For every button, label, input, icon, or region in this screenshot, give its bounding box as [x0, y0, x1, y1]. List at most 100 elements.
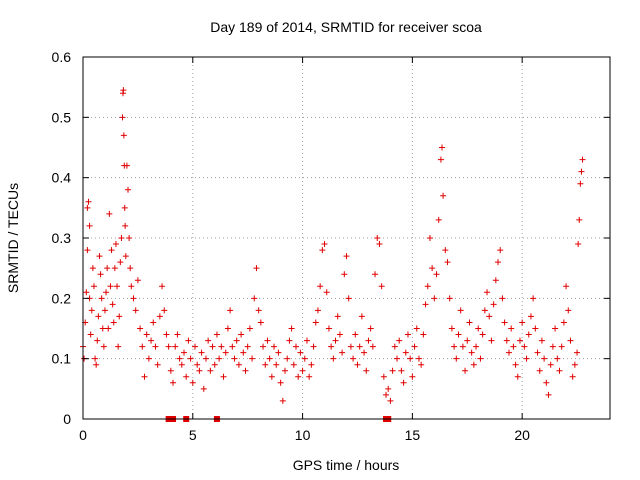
data-point — [277, 379, 284, 386]
data-point — [122, 222, 129, 229]
data-point — [220, 373, 227, 380]
data-point — [244, 343, 251, 350]
x-tick-label: 15 — [405, 427, 421, 443]
data-point — [222, 349, 229, 356]
data-point — [578, 168, 585, 175]
data-point — [354, 361, 361, 368]
data-point — [152, 343, 159, 350]
data-point — [141, 373, 148, 380]
data-point — [213, 331, 220, 338]
data-point — [514, 373, 521, 380]
data-point — [317, 283, 324, 290]
data-point — [187, 355, 194, 362]
data-point — [297, 349, 304, 356]
data-point — [422, 301, 429, 308]
data-point — [325, 325, 332, 332]
data-point — [312, 319, 319, 326]
data-point — [398, 367, 405, 374]
data-point — [116, 313, 123, 320]
data-point — [579, 156, 586, 163]
data-point — [486, 313, 493, 320]
data-point — [200, 385, 207, 392]
data-point — [516, 337, 523, 344]
data-point — [497, 247, 504, 254]
data-point — [101, 307, 108, 314]
data-point — [409, 373, 416, 380]
data-point — [554, 355, 561, 362]
data-point — [330, 355, 337, 362]
data-point — [211, 361, 218, 368]
data-point — [148, 337, 155, 344]
data-point — [299, 367, 306, 374]
data-point — [105, 325, 112, 332]
data-point — [93, 361, 100, 368]
data-point — [111, 265, 118, 272]
data-point — [347, 343, 354, 350]
data-point — [132, 307, 139, 314]
data-point — [121, 204, 128, 211]
data-point — [85, 198, 92, 205]
data-point — [288, 325, 295, 332]
data-point — [108, 247, 115, 254]
data-point — [328, 343, 335, 350]
data-point — [534, 349, 541, 356]
data-point — [253, 265, 260, 272]
data-point — [380, 373, 387, 380]
data-point — [154, 361, 161, 368]
data-point — [457, 307, 464, 314]
data-point — [481, 307, 488, 314]
data-point — [107, 283, 114, 290]
data-point — [196, 367, 203, 374]
data-point — [310, 343, 317, 350]
data-point — [453, 355, 460, 362]
data-point — [433, 271, 440, 278]
data-point — [161, 307, 168, 314]
y-tick-label: 0 — [63, 411, 71, 427]
data-point — [125, 186, 132, 193]
data-point — [143, 331, 150, 338]
data-point — [308, 361, 315, 368]
data-point — [530, 295, 537, 302]
data-point — [181, 349, 188, 356]
data-point — [451, 343, 458, 350]
data-point — [455, 331, 462, 338]
data-point — [473, 343, 480, 350]
data-point — [120, 87, 127, 94]
data-point — [567, 337, 574, 344]
data-point — [126, 235, 133, 241]
data-point — [275, 349, 282, 356]
data-point — [538, 337, 545, 344]
data-point — [227, 307, 234, 314]
data-point — [242, 367, 249, 374]
data-point — [94, 337, 101, 344]
data-point — [88, 307, 95, 314]
data-point — [545, 391, 552, 398]
data-point — [560, 319, 567, 326]
data-point — [183, 373, 190, 380]
data-point — [477, 355, 484, 362]
data-point — [295, 373, 302, 380]
data-point — [394, 355, 401, 362]
data-point — [576, 216, 583, 223]
data-point — [246, 325, 253, 332]
data-point — [117, 259, 124, 266]
data-point — [165, 343, 172, 350]
data-point — [536, 367, 543, 374]
data-point — [109, 301, 116, 308]
points-layer — [80, 87, 586, 404]
data-point — [319, 247, 326, 254]
data-point — [301, 355, 308, 362]
data-point — [490, 301, 497, 308]
y-tick-label: 0.5 — [52, 109, 72, 125]
data-point — [574, 349, 581, 356]
data-point — [255, 307, 262, 314]
ticks-layer — [82, 56, 610, 420]
data-point — [257, 319, 264, 326]
data-point — [224, 325, 231, 332]
data-point — [378, 283, 385, 290]
data-point — [127, 265, 134, 272]
data-point — [114, 283, 121, 290]
data-point — [268, 373, 275, 380]
y-axis-label: SRMTID / TECUs — [5, 183, 21, 293]
data-point — [139, 343, 146, 350]
